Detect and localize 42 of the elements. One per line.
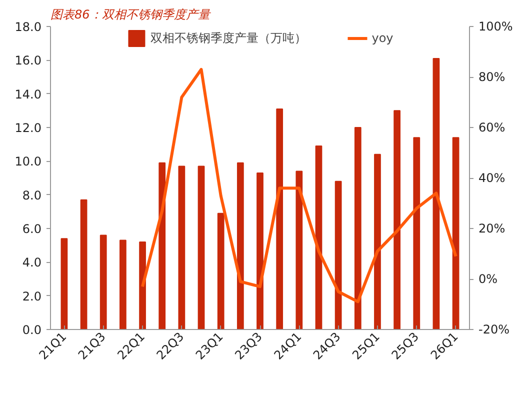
bar bbox=[374, 154, 381, 330]
bar bbox=[217, 212, 224, 330]
y-tick-label: 14.0 bbox=[14, 87, 42, 102]
bar bbox=[334, 180, 342, 330]
bar bbox=[315, 146, 322, 330]
bar bbox=[354, 127, 362, 330]
y-tick-label: 10.0 bbox=[14, 154, 42, 169]
y-tick-label: 2.0 bbox=[22, 289, 42, 304]
y-tick-label: 8.0 bbox=[22, 188, 42, 202]
y2-tick-label: -20% bbox=[478, 322, 510, 336]
bar bbox=[60, 238, 68, 330]
y2-tick-label: 100% bbox=[478, 20, 513, 34]
legend-label: 双相不锈钢季度产量（万吨） bbox=[150, 30, 307, 46]
y-tick-label: 18.0 bbox=[14, 20, 42, 34]
chart-title: 图表86：双相不锈钢季度产量 bbox=[50, 8, 211, 22]
bar bbox=[452, 137, 460, 330]
bar bbox=[198, 166, 205, 330]
bar bbox=[120, 240, 126, 330]
bar bbox=[158, 162, 166, 330]
bar bbox=[178, 166, 186, 330]
bar bbox=[139, 241, 146, 330]
bar bbox=[80, 199, 88, 330]
line-series bbox=[141, 68, 458, 304]
y2-tick-label: 20% bbox=[478, 222, 506, 236]
y-tick-label: 16.0 bbox=[14, 54, 42, 68]
y2-tick-label: 0% bbox=[478, 272, 498, 286]
bar bbox=[276, 108, 284, 330]
y-tick-label: 12.0 bbox=[14, 121, 42, 135]
bar bbox=[432, 58, 440, 330]
y-tick-label: 6.0 bbox=[22, 222, 42, 236]
bar bbox=[296, 170, 303, 330]
bar bbox=[100, 234, 107, 330]
legend-label: yoy bbox=[372, 31, 394, 45]
bar bbox=[256, 172, 264, 330]
bar bbox=[394, 110, 400, 330]
y-tick-label: 0.0 bbox=[22, 323, 42, 337]
y2-tick-label: 40% bbox=[478, 171, 506, 185]
y2-tick-label: 60% bbox=[478, 120, 506, 134]
bar bbox=[413, 137, 420, 330]
bar bbox=[236, 162, 244, 330]
y2-tick-label: 80% bbox=[478, 70, 506, 84]
y-tick-label: 4.0 bbox=[22, 256, 42, 270]
